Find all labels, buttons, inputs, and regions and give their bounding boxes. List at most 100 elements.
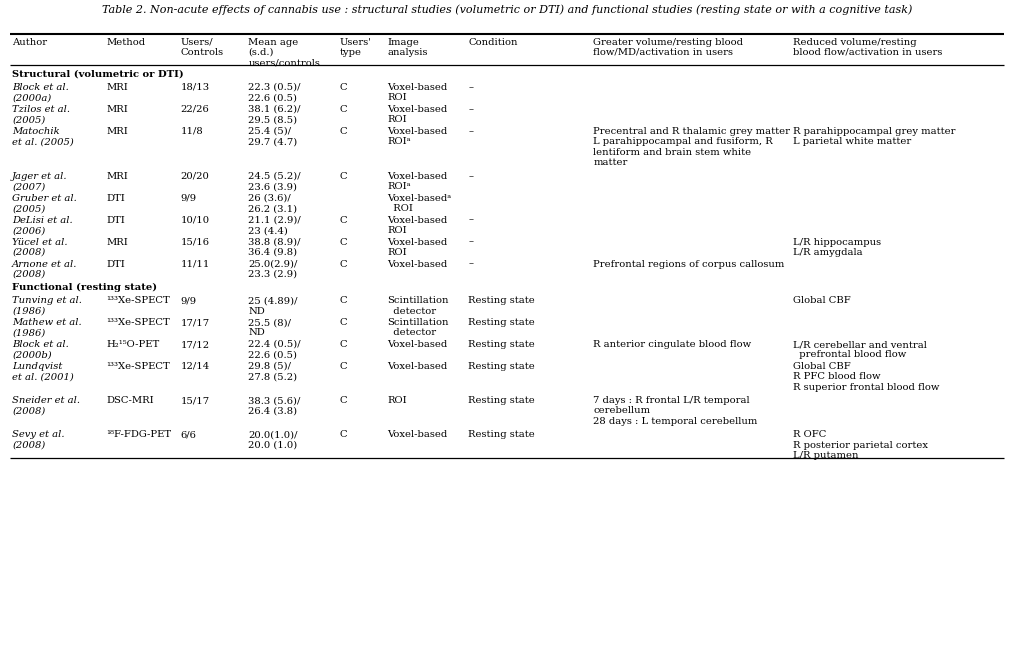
- Text: ¹³³Xe-SPECT: ¹³³Xe-SPECT: [106, 296, 170, 305]
- Text: DTI: DTI: [106, 194, 125, 202]
- Text: Voxel-based: Voxel-based: [387, 430, 447, 439]
- Text: Scintillation
  detector: Scintillation detector: [387, 296, 449, 315]
- Text: 26 (3.6)/
26.2 (3.1): 26 (3.6)/ 26.2 (3.1): [248, 194, 297, 213]
- Text: Voxel-based
ROI: Voxel-based ROI: [387, 105, 447, 124]
- Text: C: C: [340, 127, 348, 136]
- Text: MRI: MRI: [106, 83, 128, 92]
- Text: DTI: DTI: [106, 260, 125, 269]
- Text: Resting state: Resting state: [468, 340, 535, 349]
- Text: 12/14: 12/14: [180, 362, 210, 371]
- Text: L/R cerebellar and ventral
  prefrontal blood flow: L/R cerebellar and ventral prefrontal bl…: [793, 340, 927, 360]
- Text: Scintillation
  detector: Scintillation detector: [387, 318, 449, 337]
- Text: Lundqvist
et al. (2001): Lundqvist et al. (2001): [12, 362, 74, 382]
- Text: Structural (volumetric or DTI): Structural (volumetric or DTI): [12, 69, 184, 79]
- Text: Functional (resting state): Functional (resting state): [12, 283, 157, 292]
- Text: 17/17: 17/17: [180, 318, 210, 327]
- Text: 9/9: 9/9: [180, 296, 197, 305]
- Text: Resting state: Resting state: [468, 430, 535, 439]
- Text: C: C: [340, 105, 348, 114]
- Text: MRI: MRI: [106, 238, 128, 247]
- Text: 6/6: 6/6: [180, 430, 197, 439]
- Text: Tzilos et al.
(2005): Tzilos et al. (2005): [12, 105, 70, 124]
- Text: MRI: MRI: [106, 172, 128, 181]
- Text: 9/9: 9/9: [180, 194, 197, 202]
- Text: Method: Method: [106, 38, 146, 47]
- Text: ¹³³Xe-SPECT: ¹³³Xe-SPECT: [106, 318, 170, 327]
- Text: C: C: [340, 430, 348, 439]
- Text: Mean age
(s.d.)
users/controls: Mean age (s.d.) users/controls: [248, 38, 320, 67]
- Text: L/R hippocampus
L/R amygdala: L/R hippocampus L/R amygdala: [793, 238, 881, 257]
- Text: C: C: [340, 83, 348, 92]
- Text: ROI: ROI: [387, 396, 407, 405]
- Text: Block et al.
(2000b): Block et al. (2000b): [12, 340, 69, 360]
- Text: C: C: [340, 238, 348, 247]
- Text: Users'
type: Users' type: [340, 38, 372, 57]
- Text: 38.3 (5.6)/
26.4 (3.8): 38.3 (5.6)/ 26.4 (3.8): [248, 396, 301, 415]
- Text: 25 (4.89)/
ND: 25 (4.89)/ ND: [248, 296, 298, 315]
- Text: DeLisi et al.
(2006): DeLisi et al. (2006): [12, 215, 73, 235]
- Text: Greater volume/resting blood
flow/MD/activation in users: Greater volume/resting blood flow/MD/act…: [593, 38, 743, 57]
- Text: MRI: MRI: [106, 105, 128, 114]
- Text: 10/10: 10/10: [180, 215, 210, 225]
- Text: 20/20: 20/20: [180, 172, 209, 181]
- Text: Mathew et al.
(1986): Mathew et al. (1986): [12, 318, 82, 337]
- Text: ¹⁸F-FDG-PET: ¹⁸F-FDG-PET: [106, 430, 171, 439]
- Text: C: C: [340, 318, 348, 327]
- Text: Voxel-basedᵃ
  ROI: Voxel-basedᵃ ROI: [387, 194, 451, 213]
- Text: –: –: [468, 260, 474, 269]
- Text: R OFC
R posterior parietal cortex
L/R putamen: R OFC R posterior parietal cortex L/R pu…: [793, 430, 928, 460]
- Text: Sneider et al.
(2008): Sneider et al. (2008): [12, 396, 80, 415]
- Text: –: –: [468, 172, 474, 181]
- Text: 11/11: 11/11: [180, 260, 210, 269]
- Text: Arnone et al.
(2008): Arnone et al. (2008): [12, 260, 77, 279]
- Text: Resting state: Resting state: [468, 396, 535, 405]
- Text: –: –: [468, 127, 474, 136]
- Text: –: –: [468, 215, 474, 225]
- Text: 29.8 (5)/
27.8 (5.2): 29.8 (5)/ 27.8 (5.2): [248, 362, 297, 382]
- Text: –: –: [468, 105, 474, 114]
- Text: 15/16: 15/16: [180, 238, 210, 247]
- Text: 24.5 (5.2)/
23.6 (3.9): 24.5 (5.2)/ 23.6 (3.9): [248, 172, 301, 191]
- Text: Jager et al.
(2007): Jager et al. (2007): [12, 172, 68, 191]
- Text: Block et al.
(2000a): Block et al. (2000a): [12, 83, 69, 103]
- Text: Voxel-based
ROIᵃ: Voxel-based ROIᵃ: [387, 127, 447, 146]
- Text: C: C: [340, 172, 348, 181]
- Text: 22.4 (0.5)/
22.6 (0.5): 22.4 (0.5)/ 22.6 (0.5): [248, 340, 301, 360]
- Text: ¹³³Xe-SPECT: ¹³³Xe-SPECT: [106, 362, 170, 371]
- Text: 38.1 (6.2)/
29.5 (8.5): 38.1 (6.2)/ 29.5 (8.5): [248, 105, 301, 124]
- Text: R parahippocampal grey matter
L parietal white matter: R parahippocampal grey matter L parietal…: [793, 127, 955, 146]
- Text: C: C: [340, 296, 348, 305]
- Text: 7 days : R frontal L/R temporal
cerebellum
28 days : L temporal cerebellum: 7 days : R frontal L/R temporal cerebell…: [593, 396, 757, 426]
- Text: Gruber et al.
(2005): Gruber et al. (2005): [12, 194, 77, 213]
- Text: –: –: [468, 83, 474, 92]
- Text: Users/
Controls: Users/ Controls: [180, 38, 224, 57]
- Text: 15/17: 15/17: [180, 396, 210, 405]
- Text: Voxel-based
ROI: Voxel-based ROI: [387, 238, 447, 257]
- Text: H₂¹⁵O-PET: H₂¹⁵O-PET: [106, 340, 160, 349]
- Text: C: C: [340, 340, 348, 349]
- Text: C: C: [340, 215, 348, 225]
- Text: C: C: [340, 396, 348, 405]
- Text: Table 2. Non-acute effects of cannabis use : structural studies (volumetric or D: Table 2. Non-acute effects of cannabis u…: [101, 5, 913, 15]
- Text: Global CBF: Global CBF: [793, 296, 851, 305]
- Text: 18/13: 18/13: [180, 83, 210, 92]
- Text: Voxel-based
ROI: Voxel-based ROI: [387, 83, 447, 103]
- Text: 38.8 (8.9)/
36.4 (9.8): 38.8 (8.9)/ 36.4 (9.8): [248, 238, 301, 257]
- Text: C: C: [340, 260, 348, 269]
- Text: Prefrontal regions of corpus callosum: Prefrontal regions of corpus callosum: [593, 260, 785, 269]
- Text: Resting state: Resting state: [468, 296, 535, 305]
- Text: Matochik
et al. (2005): Matochik et al. (2005): [12, 127, 74, 146]
- Text: Condition: Condition: [468, 38, 518, 47]
- Text: Voxel-based
ROIᵃ: Voxel-based ROIᵃ: [387, 172, 447, 191]
- Text: 25.5 (8)/
ND: 25.5 (8)/ ND: [248, 318, 291, 337]
- Text: –: –: [468, 238, 474, 247]
- Text: R anterior cingulate blood flow: R anterior cingulate blood flow: [593, 340, 751, 349]
- Text: 25.0(2.9)/
23.3 (2.9): 25.0(2.9)/ 23.3 (2.9): [248, 260, 298, 279]
- Text: MRI: MRI: [106, 127, 128, 136]
- Text: Voxel-based: Voxel-based: [387, 362, 447, 371]
- Text: 21.1 (2.9)/
23 (4.4): 21.1 (2.9)/ 23 (4.4): [248, 215, 301, 235]
- Text: Voxel-based
ROI: Voxel-based ROI: [387, 215, 447, 235]
- Text: Author: Author: [12, 38, 48, 47]
- Text: DTI: DTI: [106, 215, 125, 225]
- Text: 11/8: 11/8: [180, 127, 203, 136]
